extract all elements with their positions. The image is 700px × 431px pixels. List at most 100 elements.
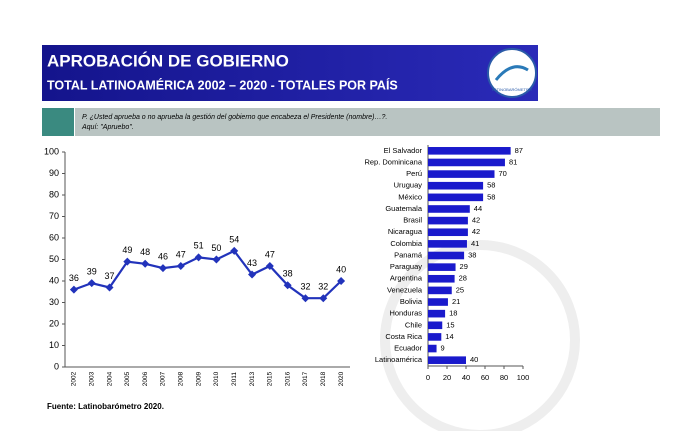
y-tick-label: 100 [44,146,59,156]
y-tick-label: 30 [49,297,59,307]
point [319,294,328,303]
x-tick-label: 100 [517,373,530,382]
logo-text: LATINOBARÓMETRO [492,87,532,92]
bar [428,228,468,237]
data-label: 49 [122,245,132,255]
category-label: Costa Rica [385,332,423,341]
x-tick-label: 2017 [302,371,309,386]
data-label: 58 [487,192,495,201]
x-tick-label: 2013 [249,371,256,386]
data-label: 50 [211,243,221,253]
x-tick-label: 2007 [160,371,167,386]
x-tick-label: 2004 [106,371,113,386]
data-label: 51 [194,241,204,251]
bar [428,298,448,306]
x-tick-label: 80 [500,373,508,382]
point [141,259,150,268]
data-label: 40 [336,264,346,274]
data-label: 39 [87,267,97,277]
point [301,294,310,303]
header-band [42,45,538,101]
source: Fuente: Latinobarómetro 2020. [47,402,164,411]
x-tick-label: 2010 [213,371,220,386]
data-label: 28 [459,274,467,283]
x-tick-label: 2009 [195,371,202,386]
bar [428,216,468,225]
data-label: 41 [471,239,479,248]
category-label: Colombia [390,239,423,248]
bar [428,193,484,202]
x-tick-label: 2003 [88,371,95,386]
title: APROBACIÓN DE GOBIERNO [47,51,289,70]
category-label: Latinoamérica [375,355,423,364]
category-label: Argentina [390,274,423,283]
bar [428,286,452,295]
data-label: 29 [460,262,468,271]
category-label: Bolivia [400,297,423,306]
category-label: Brasil [403,216,422,225]
x-tick-label: 2016 [284,371,291,386]
point [212,255,221,264]
logo-swoosh [494,65,529,81]
question-marker [42,108,74,136]
data-label: 37 [105,271,115,281]
y-tick-label: 20 [49,318,59,328]
x-tick-label: 2006 [142,371,149,386]
x-tick-label: 40 [462,373,470,382]
data-label: 47 [265,249,275,259]
bar [428,263,456,271]
category-label: Perú [406,169,422,178]
point [194,253,203,262]
question-box [75,108,660,136]
x-tick-label: 2002 [71,371,78,386]
category-label: Honduras [389,309,422,318]
y-tick-label: 60 [49,232,59,242]
bar [428,333,442,341]
data-label: 14 [445,332,453,341]
x-tick-label: 2005 [124,371,131,386]
point [69,285,78,294]
y-tick-label: 40 [49,275,59,285]
point [87,279,96,288]
data-label: 15 [446,320,454,329]
category-label: Guatemala [385,204,423,213]
y-tick-label: 0 [54,361,59,371]
x-tick-label: 2008 [178,371,185,386]
y-tick-label: 90 [49,168,59,178]
bar [428,205,470,213]
line [73,249,342,300]
data-label: 38 [468,250,476,259]
category-label: Chile [405,320,422,329]
bar [428,344,437,353]
x-tick-label: 2011 [231,372,238,386]
data-label: 44 [474,204,482,213]
data-label: 25 [456,285,464,294]
bar [428,321,443,330]
data-label: 42 [472,216,480,225]
y-tick-label: 70 [49,211,59,221]
point [230,246,239,255]
data-label: 48 [140,247,150,257]
point [265,261,274,270]
data-label: 36 [69,273,79,283]
point [158,264,167,273]
data-label: 43 [247,258,257,268]
category-label: Ecuador [394,344,422,353]
logo [487,48,537,98]
data-label: 87 [515,146,523,155]
category-label: Panamá [394,250,423,259]
data-label: 32 [300,282,310,292]
bar [428,181,484,190]
bar [428,251,465,260]
question-text: P. ¿Usted aprueba o no aprueba la gestió… [82,114,387,121]
bar [428,309,446,318]
category-label: Venezuela [387,285,423,294]
bar [428,158,505,167]
data-label: 46 [158,251,168,261]
category-label: Uruguay [394,181,423,190]
x-tick-label: 20 [443,373,451,382]
x-tick-label: 60 [481,373,489,382]
bar [428,170,495,178]
data-label: 42 [472,227,480,236]
